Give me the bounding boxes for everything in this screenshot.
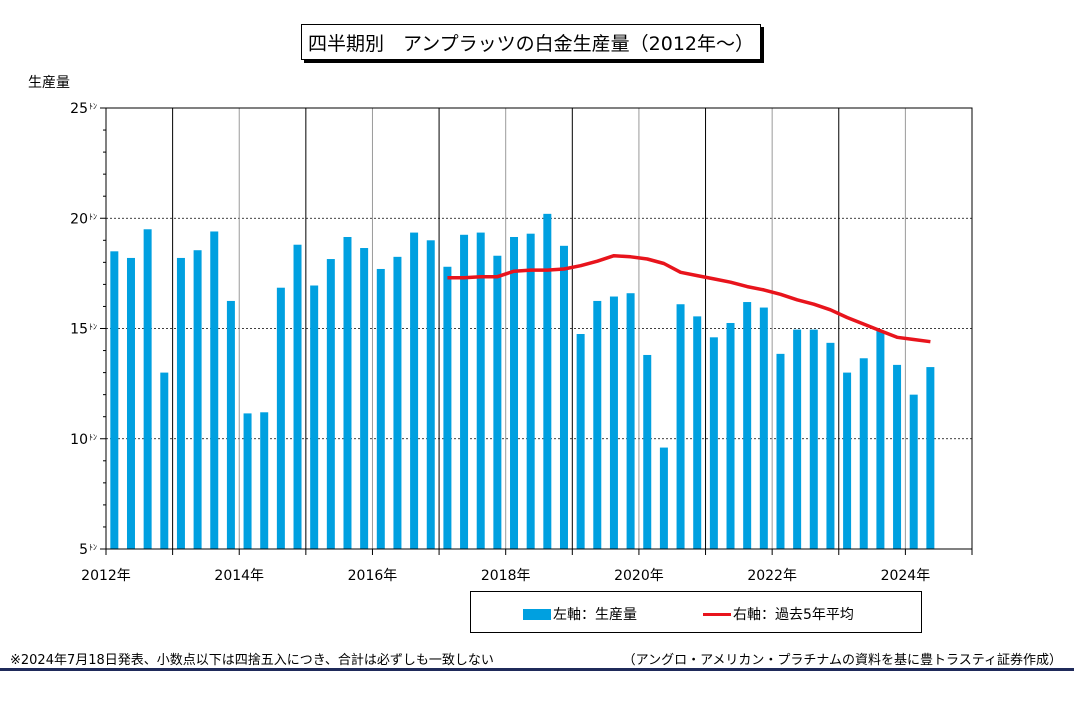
footer-rule xyxy=(0,668,1074,671)
bar xyxy=(426,240,435,550)
bar xyxy=(293,244,302,549)
bar xyxy=(709,337,718,549)
bar xyxy=(110,251,119,549)
bar xyxy=(743,302,752,549)
bar xyxy=(476,232,485,549)
bar xyxy=(759,307,768,549)
bar xyxy=(410,232,419,549)
bar xyxy=(793,329,802,549)
bar xyxy=(576,334,585,549)
x-tick-label: 2024年 xyxy=(881,568,931,584)
y-tick-unit: ﾄﾝ xyxy=(89,433,97,442)
x-tick-label: 2020年 xyxy=(614,568,664,584)
bar xyxy=(909,394,918,549)
bar xyxy=(526,233,535,549)
bars-layer xyxy=(110,213,935,550)
y-tick-label: 10 xyxy=(70,432,88,448)
x-tick-label: 2022年 xyxy=(747,568,797,584)
footer-source: （アングロ・アメリカン・プラチナムの資料を基に豊トラスティ証券作成） xyxy=(622,653,1062,668)
bar xyxy=(926,367,935,549)
bar xyxy=(559,245,568,549)
bar xyxy=(543,213,552,549)
bar xyxy=(343,236,352,549)
y-tick-unit: ﾄﾝ xyxy=(89,323,97,332)
bar xyxy=(809,329,818,549)
bar xyxy=(859,358,868,549)
bar xyxy=(893,364,902,549)
average-line xyxy=(447,253,931,344)
bar xyxy=(659,447,668,549)
bar xyxy=(276,287,285,549)
legend-bar-swatch xyxy=(523,608,551,620)
bar xyxy=(310,285,319,549)
bar xyxy=(260,412,269,549)
bar xyxy=(876,330,885,549)
y-tick-unit: ﾄﾝ xyxy=(89,102,97,111)
line-layer xyxy=(447,253,931,344)
bar xyxy=(626,293,635,549)
legend: 左軸：生産量 右軸：過去5年平均 xyxy=(470,591,922,633)
bar xyxy=(160,372,169,549)
bar xyxy=(176,257,185,549)
bar xyxy=(126,257,135,549)
bar xyxy=(326,259,335,549)
y-tick-label: 25 xyxy=(70,101,88,117)
legend-item-line: 右軸：過去5年平均 xyxy=(703,604,854,624)
legend-bar-label: 左軸：生産量 xyxy=(553,607,637,623)
footer-note: ※2024年7月18日発表、小数点以下は四捨五入につき、合計は必ずしも一致しない xyxy=(10,653,494,668)
bar xyxy=(510,236,519,549)
bar xyxy=(643,354,652,549)
x-tick-label: 2018年 xyxy=(481,568,531,584)
x-tick-label: 2014年 xyxy=(214,568,264,584)
x-tick-label: 2012年 xyxy=(81,568,131,584)
bar xyxy=(193,250,202,549)
bar xyxy=(726,322,735,549)
bar xyxy=(493,255,502,550)
legend-line-swatch xyxy=(703,612,731,616)
bar xyxy=(693,316,702,549)
bar xyxy=(360,248,369,549)
bar xyxy=(443,266,452,549)
bar xyxy=(776,353,785,549)
y-axis-label: 生産量 xyxy=(28,75,70,91)
x-tick-label: 2016年 xyxy=(348,568,398,584)
bar xyxy=(843,372,852,549)
bar xyxy=(143,229,152,549)
legend-line-label: 右軸：過去5年平均 xyxy=(733,607,854,623)
legend-item-bar: 左軸：生産量 xyxy=(523,604,637,624)
y-tick-label: 20 xyxy=(70,211,88,227)
bar xyxy=(210,231,219,550)
bar xyxy=(393,256,402,549)
bar xyxy=(676,304,685,549)
chart-title: 四半期別 アンプラッツの白金生産量（2012年～） xyxy=(301,24,761,60)
y-tick-label: 5 xyxy=(79,542,88,558)
y-tick-label: 15 xyxy=(70,322,88,338)
bar xyxy=(826,342,835,549)
y-tick-unit: ﾄﾝ xyxy=(89,543,97,552)
bar xyxy=(609,296,618,549)
bar xyxy=(243,413,252,549)
bar xyxy=(376,268,385,549)
bar xyxy=(593,300,602,549)
y-tick-unit: ﾄﾝ xyxy=(89,212,97,221)
grid-layer xyxy=(106,108,972,549)
bar xyxy=(226,300,235,549)
bar xyxy=(460,234,469,549)
